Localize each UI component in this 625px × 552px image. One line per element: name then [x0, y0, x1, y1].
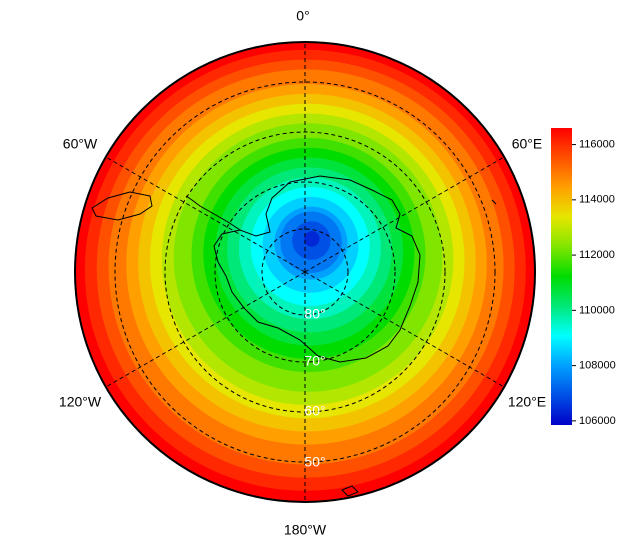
antarctica-coastline — [91, 175, 497, 497]
graticule — [105, 42, 505, 502]
longitude-label: 120°W — [59, 394, 102, 410]
longitude-label: 60°E — [512, 136, 543, 152]
latitude-label: 60° — [304, 403, 325, 419]
colorbar-tick-label: 106000 — [579, 415, 616, 427]
map-border — [74, 41, 536, 503]
latitude-label: 80° — [304, 306, 325, 322]
colorbar-tick-label: 112000 — [579, 249, 615, 261]
latitude-circle — [261, 228, 349, 316]
colorbar: 106000 108000 110000 112000 114000 116000 — [551, 128, 616, 427]
latitude-label: 50° — [304, 454, 325, 470]
latitude-circle — [114, 81, 496, 463]
colorbar-tick-label: 114000 — [579, 194, 615, 206]
colorbar-tick-label: 110000 — [579, 304, 615, 316]
meridian — [105, 156, 306, 273]
colorbar-gradient — [551, 128, 572, 425]
field-band — [304, 231, 320, 247]
longitude-label: 60°W — [63, 136, 98, 152]
value-field — [75, 42, 535, 502]
latitude-label: 70° — [304, 353, 325, 369]
meridian — [105, 271, 306, 388]
colorbar-tick-label: 108000 — [579, 360, 616, 372]
longitude-label: 120°E — [508, 394, 546, 410]
meridian — [304, 271, 505, 388]
colorbar-tick-label: 116000 — [579, 138, 615, 150]
longitude-label: 0° — [296, 8, 309, 24]
latitude-circle — [214, 181, 396, 363]
longitude-label: 180°W — [284, 522, 327, 538]
meridian — [304, 156, 505, 273]
